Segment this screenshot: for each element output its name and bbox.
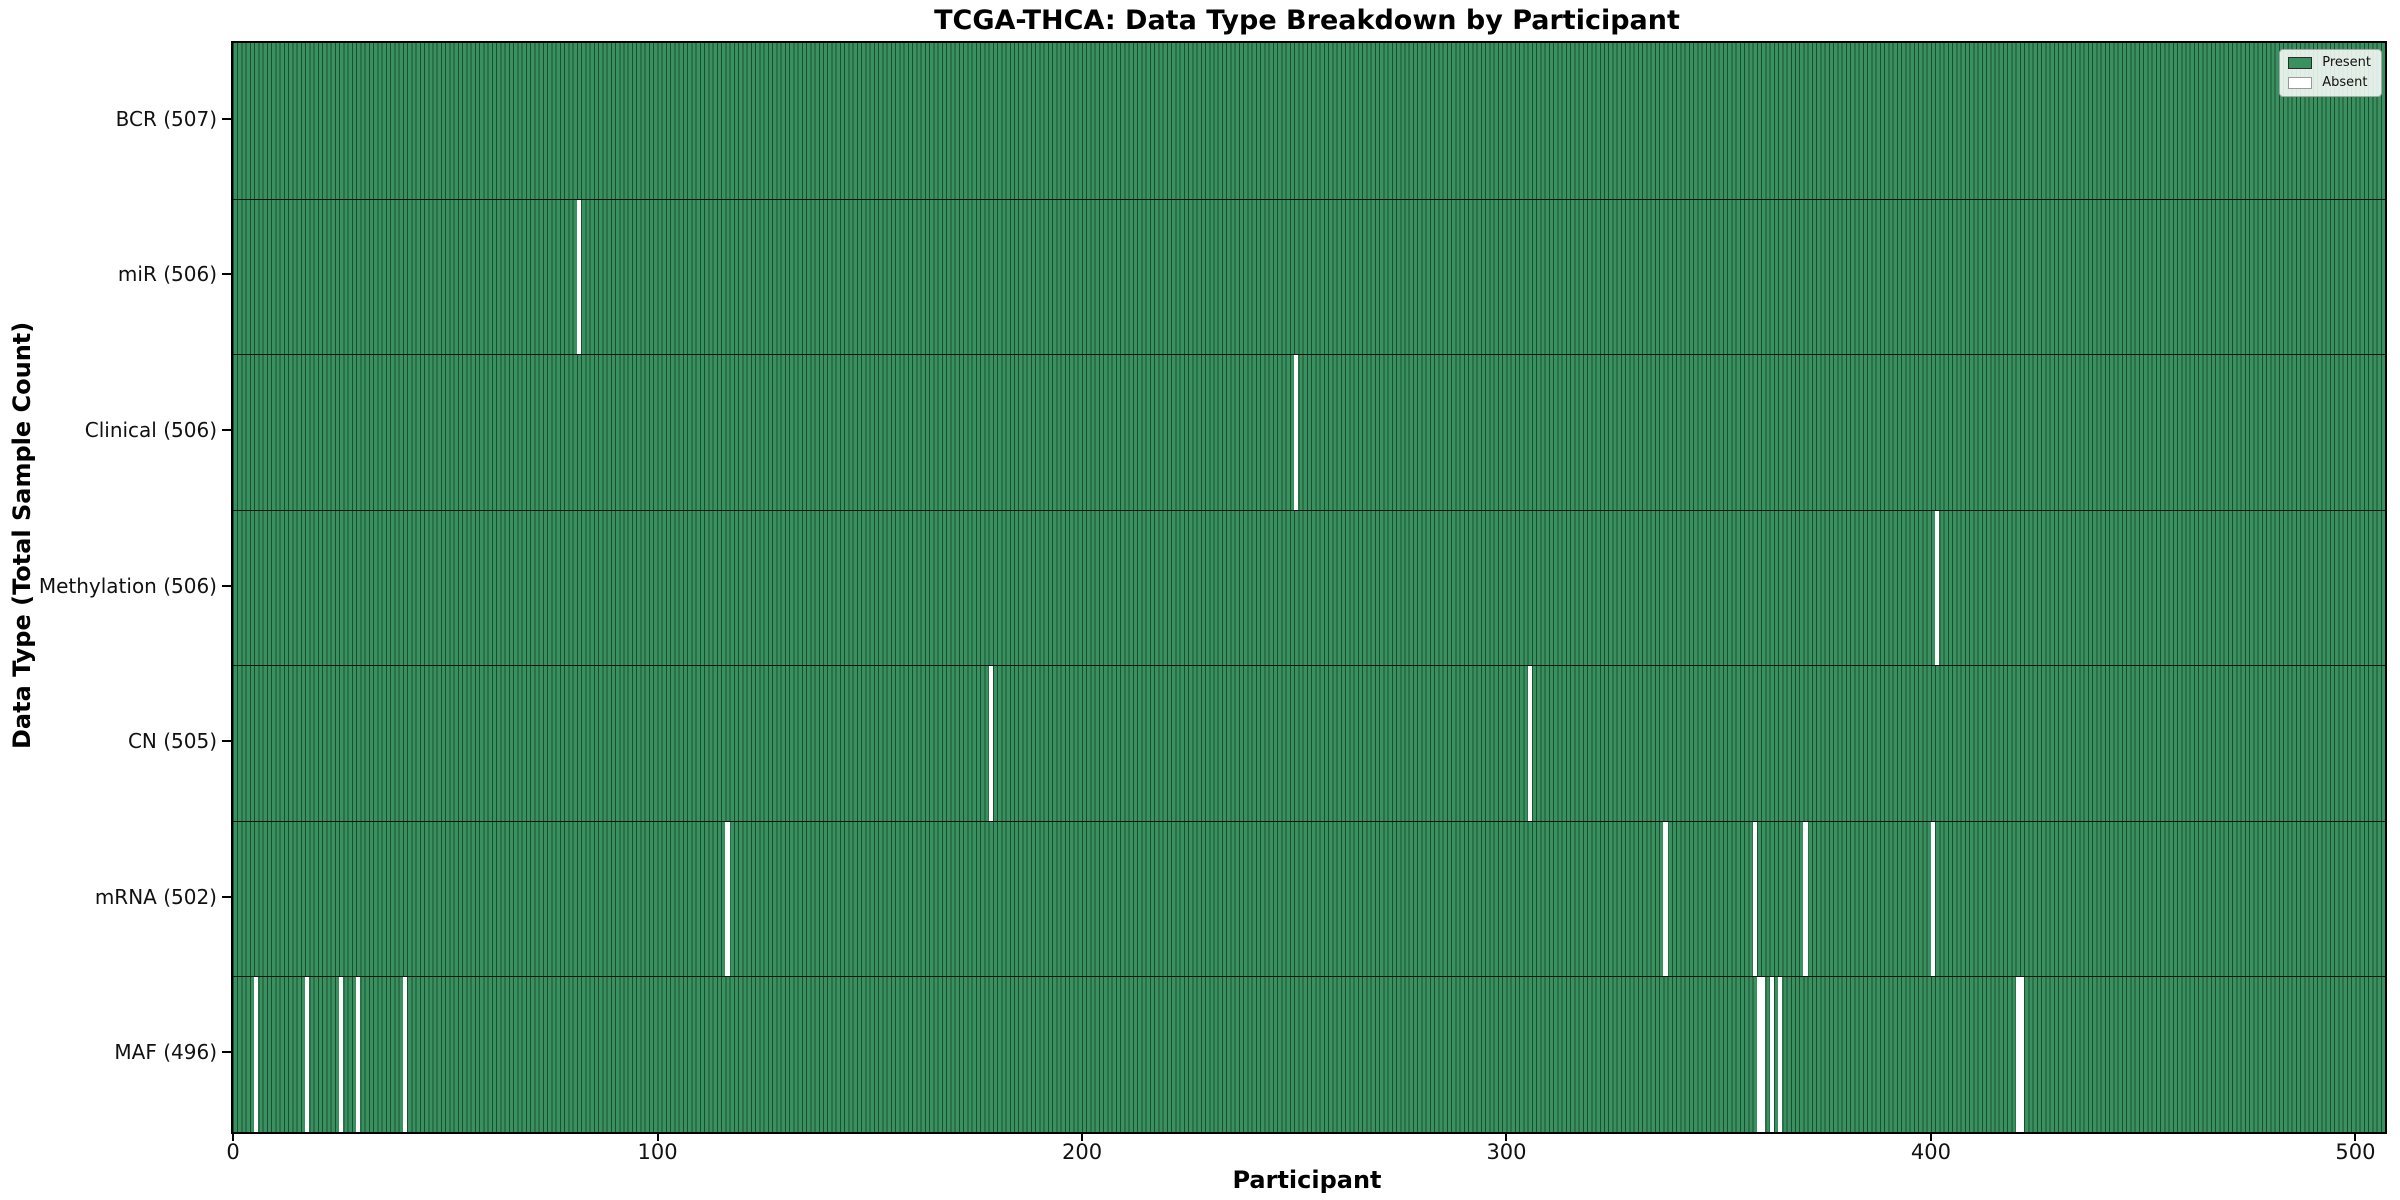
row-miR [233,198,2385,355]
x-tick-label-400: 400 [1910,1140,1951,1164]
legend-swatch-present [2288,57,2313,69]
absent-gap-MAF-362 [1769,976,1774,1132]
y-tick-mark [222,117,231,120]
x-axis-title: Participant [1232,1166,1382,1194]
y-tick-mark [222,740,231,743]
y-tick-mark [222,273,231,276]
legend-label: Absent [2322,75,2368,90]
y-tick-label-Clinical: Clinical (506) [84,417,217,442]
chart-title: TCGA-THCA: Data Type Breakdown by Partic… [934,5,1680,36]
x-tick-label-0: 0 [226,1140,240,1164]
x-tick-mark [2354,1132,2357,1141]
absent-gap-MAF-17 [305,976,310,1132]
y-tick-label-BCR: BCR (507) [115,106,217,131]
row-CN [233,665,2385,821]
row-divider [233,509,2385,511]
x-tick-mark [1505,1132,1508,1141]
absent-gap-mRNA-337 [1663,820,1668,977]
row-divider [233,198,2385,200]
absent-gap-mRNA-370 [1803,820,1808,977]
x-tick-mark [1081,1132,1084,1141]
y-tick-label-MAF: MAF (496) [114,1040,217,1065]
row-divider [233,976,2385,978]
legend-entry-present: Present [2288,56,2371,70]
row-BCR [233,43,2385,199]
absent-gap-MAF-364 [1778,976,1783,1132]
y-tick-label-miR: miR (506) [117,262,217,287]
absent-gap-MAF-420 [2015,976,2020,1132]
absent-gap-mRNA-358 [1752,820,1757,977]
absent-gap-Clinical-250 [1294,354,1299,510]
y-tick-label-mRNA: mRNA (502) [94,884,217,909]
y-tick-mark [222,428,231,431]
absent-gap-mRNA-400 [1930,820,1936,977]
x-tick-mark [1929,1132,1932,1141]
absent-gap-mRNA-116 [725,820,730,977]
y-tick-mark [222,1051,231,1054]
absent-gap-Methylation-401 [1935,509,1940,666]
absent-gap-CN-305 [1527,665,1532,821]
row-Methylation [233,509,2385,666]
row-divider [233,665,2385,667]
x-tick-label-100: 100 [637,1140,678,1164]
absent-gap-MAF-25 [339,976,344,1132]
row-divider [233,354,2385,356]
x-tick-label-300: 300 [1486,1140,1527,1164]
absent-gap-CN-178 [988,665,993,821]
absent-gap-MAF-29 [356,976,361,1132]
absent-gap-MAF-359 [1756,976,1762,1132]
row-Clinical [233,354,2385,510]
row-mRNA [233,820,2385,977]
legend-label: Present [2322,55,2371,70]
x-tick-label-200: 200 [1061,1140,1103,1164]
legend: Present Absent [2279,49,2382,97]
absent-gap-MAF-360 [1761,976,1766,1132]
x-tick-mark [232,1132,235,1141]
absent-gap-MAF-5 [254,976,259,1132]
x-tick-label-500: 500 [2335,1140,2376,1164]
legend-entry-absent: Absent [2288,76,2371,90]
y-axis-title: Data Type (Total Sample Count) [8,321,36,749]
absent-gap-MAF-40 [402,976,408,1132]
row-MAF [233,976,2385,1132]
y-tick-mark [222,584,231,587]
y-tick-mark [222,895,231,898]
absent-gap-MAF-421 [2019,976,2025,1132]
y-tick-label-Methylation: Methylation (506) [38,573,217,598]
plot-area: Present Absent [231,41,2387,1134]
row-divider [233,820,2385,822]
y-tick-label-CN: CN (505) [127,729,217,754]
x-tick-mark [656,1132,659,1141]
legend-swatch-absent [2288,77,2313,89]
absent-gap-miR-81 [576,198,582,355]
